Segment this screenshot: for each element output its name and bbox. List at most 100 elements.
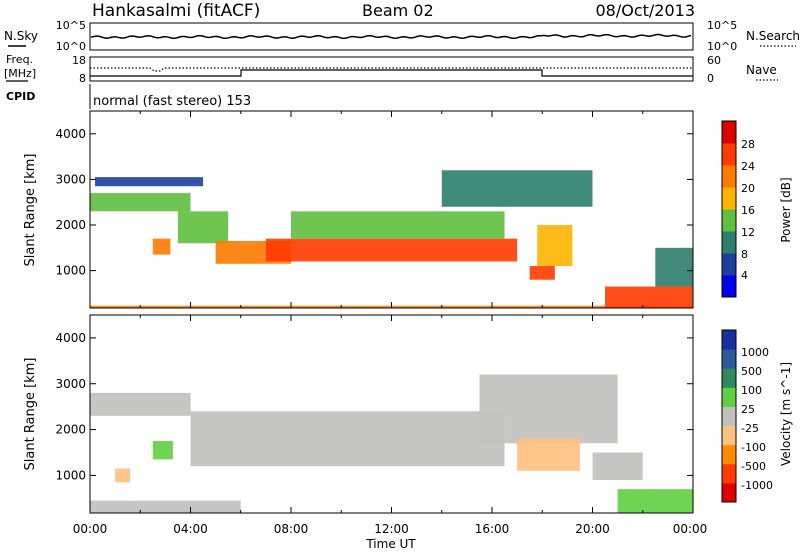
velocity-cell-5 <box>517 438 580 471</box>
velocity-ticks <box>89 315 694 513</box>
vel-cb-tick-0: 1000 <box>741 346 769 359</box>
velocity-swatch-2 <box>722 444 736 465</box>
x-tick-3: 12:00 <box>374 522 409 536</box>
freq-left-label-1: Freq. <box>6 53 33 66</box>
freq-right-tick-top: 60 <box>707 54 721 67</box>
noise-panel: N.Sky 10^5 10^0 10^5 10^0 N.Search <box>4 19 800 53</box>
velocity-cell-3 <box>152 441 173 460</box>
power-cell-12 <box>655 247 693 287</box>
vel-cb-tick-5: -100 <box>741 441 766 454</box>
cpid-label: CPID <box>6 90 35 103</box>
freq-right-tick-bottom: 0 <box>707 72 714 85</box>
freq-panel: Freq. [MHz] 18 8 60 0 Nave <box>4 53 778 85</box>
vel-y-tick-0: 1000 <box>55 468 86 482</box>
x-tick-5: 20:00 <box>575 522 610 536</box>
power-y-tick-2: 3000 <box>55 172 86 186</box>
power-swatch-6 <box>722 143 736 166</box>
power-cb-tick-0: 4 <box>741 269 748 282</box>
noise-left-label: N.Sky <box>4 29 38 43</box>
velocity-swatch-4 <box>722 406 736 427</box>
velocity-swatch-5 <box>722 387 736 407</box>
velocity-cell-4 <box>115 468 131 483</box>
power-cells <box>90 170 693 308</box>
power-cell-2 <box>95 177 204 187</box>
power-y-label: Slant Range [km] <box>23 154 38 267</box>
x-tick-4: 16:00 <box>475 522 510 536</box>
freq-left-tick-bottom: 8 <box>79 72 86 85</box>
power-cb-tick-5: 24 <box>741 160 755 173</box>
vel-y-tick-2: 3000 <box>55 377 86 391</box>
power-cb-tick-3: 16 <box>741 204 755 217</box>
date-title: 08/Oct/2013 <box>595 1 695 20</box>
vel-cb-label: Velocity [m s^-1] <box>779 362 793 466</box>
power-cell-4 <box>177 211 229 244</box>
power-cb-tick-4: 20 <box>741 182 755 195</box>
station-title: Hankasalmi (fitACF) <box>92 1 260 21</box>
vel-y-label: Slant Range [km] <box>23 358 38 471</box>
velocity-swatch-7 <box>722 349 736 369</box>
power-swatch-5 <box>722 165 736 188</box>
x-tick-2: 08:00 <box>274 522 309 536</box>
velocity-colorbar: 1000 500 100 25 -25 -100 -500 -1000 Velo… <box>721 329 793 503</box>
freq-left-label-2: [MHz] <box>4 67 36 80</box>
vel-cb-tick-7: -1000 <box>741 479 773 492</box>
velocity-cell-0 <box>90 392 191 416</box>
noise-right-tick-top: 10^5 <box>707 19 737 32</box>
vel-cb-tick-2: 100 <box>741 384 762 397</box>
velocity-cells <box>90 374 693 513</box>
power-cell-3 <box>152 238 171 255</box>
power-cb-tick-1: 8 <box>741 248 748 261</box>
velocity-swatch-8 <box>722 330 736 350</box>
velocity-swatch-6 <box>722 368 736 388</box>
noise-right-label: N.Search <box>746 29 800 43</box>
velocity-cell-1 <box>190 411 505 467</box>
x-axis-label: Time UT <box>365 537 416 551</box>
velocity-cell-8 <box>592 452 643 480</box>
power-cell-10 <box>537 225 573 267</box>
velocity-swatch-0 <box>722 482 736 503</box>
vel-cb-tick-3: 25 <box>741 403 755 416</box>
power-panel: 1000 2000 3000 4000 Slant Range [km] <box>23 110 694 309</box>
power-cell-8 <box>441 170 593 207</box>
power-cb-tick-6: 28 <box>741 138 755 151</box>
beam-title: Beam 02 <box>362 1 434 20</box>
power-cell-11 <box>605 286 693 308</box>
power-cell-9 <box>529 266 555 280</box>
power-colorbar: 4 8 12 16 20 24 28 Power [dB] <box>721 120 793 298</box>
velocity-colorbar-swatches <box>722 330 736 503</box>
power-cb-tick-2: 12 <box>741 226 755 239</box>
vel-cb-tick-6: -500 <box>741 460 766 473</box>
velocity-cell-6 <box>90 500 241 513</box>
power-y-tick-3: 4000 <box>55 127 86 141</box>
noise-sky-line <box>90 33 692 40</box>
power-swatch-7 <box>722 121 736 144</box>
vel-y-tick-3: 4000 <box>55 331 86 345</box>
nave-label: Nave <box>746 63 777 77</box>
power-colorbar-swatches <box>722 121 736 298</box>
power-swatch-4 <box>722 187 736 210</box>
power-cell-6 <box>265 238 518 262</box>
noise-left-tick-top: 10^5 <box>56 19 86 32</box>
power-cell-7 <box>291 211 505 239</box>
freq-left-tick-top: 18 <box>72 54 86 67</box>
x-tick-0: 00:00 <box>73 522 108 536</box>
velocity-swatch-1 <box>722 463 736 484</box>
power-swatch-1 <box>722 253 736 276</box>
power-cell-1 <box>90 193 191 212</box>
x-tick-6: 00:00 <box>673 522 708 536</box>
noise-left-tick-bottom: 10^0 <box>56 40 86 53</box>
velocity-cell-7 <box>617 489 693 513</box>
freq-solid-line <box>90 69 693 77</box>
power-y-ticks <box>89 111 694 308</box>
power-y-tick-1: 2000 <box>55 218 86 232</box>
power-swatch-3 <box>722 209 736 232</box>
freq-dotted-line <box>90 67 693 72</box>
velocity-swatch-3 <box>722 425 736 446</box>
noise-right-tick-bottom: 10^0 <box>707 40 737 53</box>
power-cb-label: Power [dB] <box>779 177 793 242</box>
vel-cb-tick-4: -25 <box>741 422 759 435</box>
vel-y-tick-1: 2000 <box>55 423 86 437</box>
vel-cb-tick-1: 500 <box>741 365 762 378</box>
power-swatch-0 <box>722 275 736 298</box>
